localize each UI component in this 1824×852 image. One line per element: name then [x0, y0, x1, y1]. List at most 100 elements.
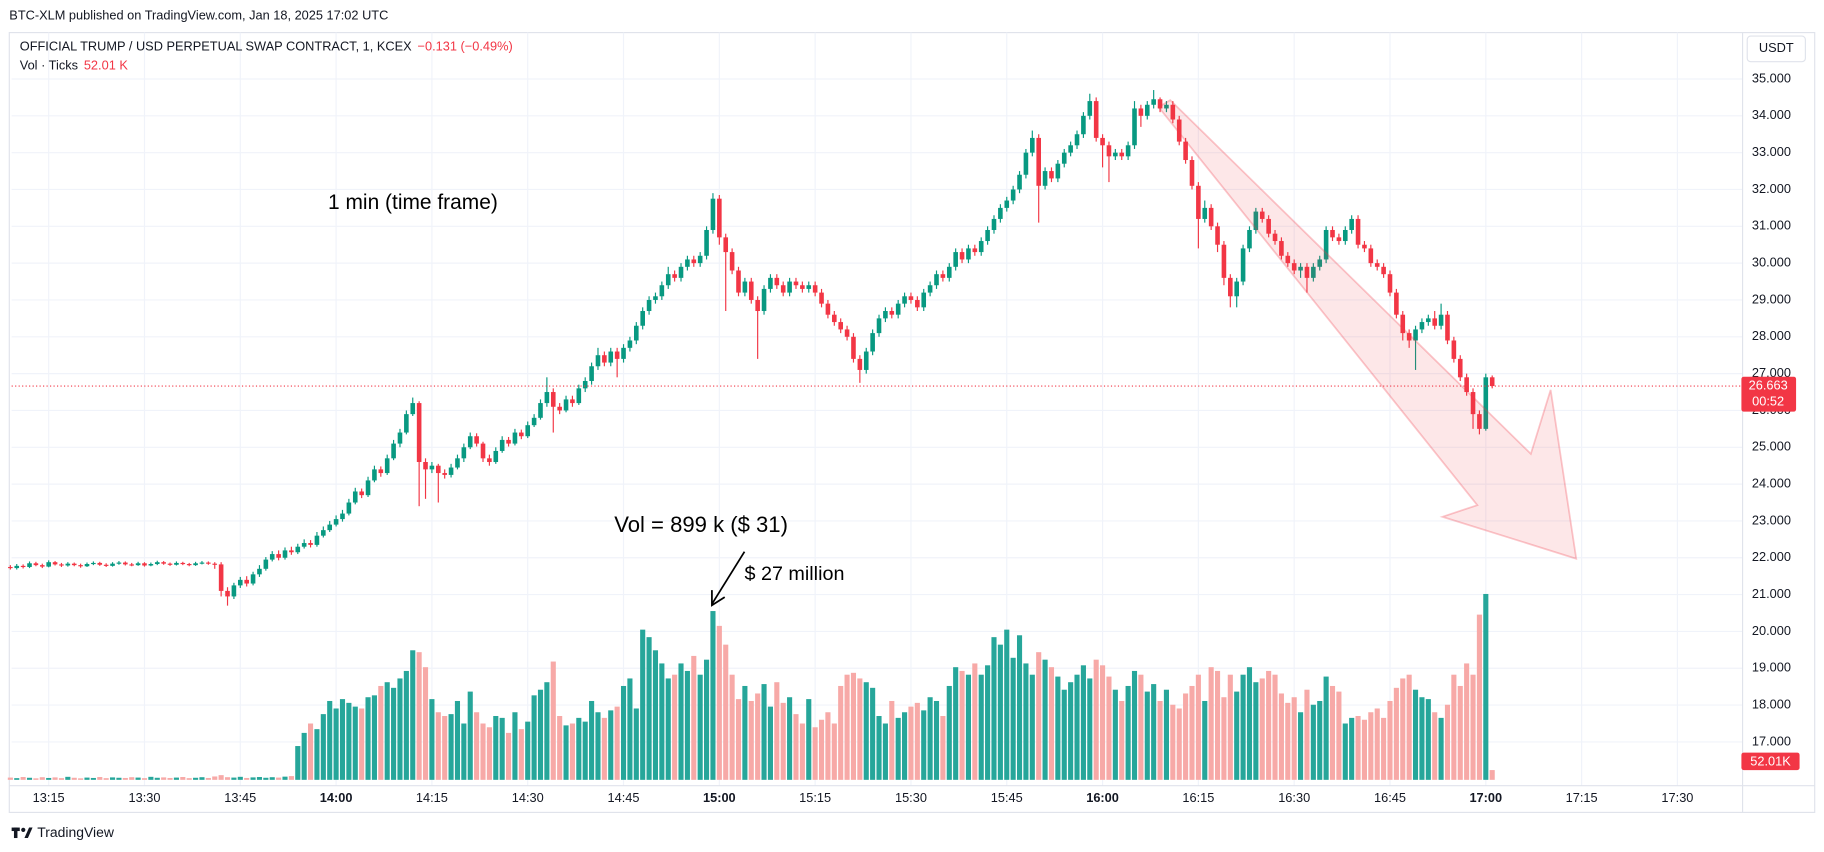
candle-body [1215, 226, 1220, 245]
volume-bar [250, 777, 256, 780]
axes: 17.000 18.000 19.000 20.000 21.000 22.000 23.0… [33, 70, 1800, 805]
candle-body [218, 564, 224, 591]
candle-body [1259, 211, 1265, 219]
volume-bar [665, 678, 671, 780]
y-tick-label: 32.000 [1752, 181, 1791, 196]
candle-body [640, 311, 645, 326]
volume-bar [531, 695, 537, 780]
volume-bar [876, 716, 882, 780]
volume-bar [39, 777, 45, 780]
candle-body [544, 392, 550, 404]
volume-bar [633, 708, 639, 780]
x-tick-label: 17:15 [1566, 790, 1598, 805]
volume-bar [46, 777, 52, 780]
candle-body [276, 554, 281, 558]
volume-bar [863, 682, 869, 780]
volume-bar [1074, 674, 1080, 780]
x-tick-label: 13:30 [128, 790, 160, 805]
volume-bar [212, 776, 218, 780]
y-tick-label: 28.000 [1752, 328, 1791, 343]
candle-body [1157, 99, 1163, 109]
volume-bar [97, 777, 103, 780]
candle-body [1451, 340, 1457, 359]
candle-body [423, 462, 428, 470]
volume-bar [589, 700, 595, 780]
y-tick-label: 18.000 [1752, 696, 1791, 711]
volume-bar [371, 695, 377, 780]
candle-body [889, 311, 895, 315]
last-volume-label: 52.01K [1750, 753, 1791, 768]
volume-bar [518, 729, 524, 780]
candle-body [927, 285, 933, 293]
annotation: 1 min (time frame) [328, 191, 498, 214]
volume-bar [301, 732, 307, 780]
volume-bar [1470, 674, 1476, 780]
candle-body [123, 562, 128, 565]
candle-body [8, 566, 13, 569]
change: −0.131 (−0.49%) [418, 39, 513, 54]
volume-bar [141, 778, 148, 780]
published-line: BTC-XLM published on TradingView.com, Ja… [9, 8, 388, 23]
candle-body [455, 458, 460, 468]
candle-body [225, 590, 230, 597]
volume-legend: Vol · Ticks 52.01 K [20, 58, 129, 73]
candle-body [250, 574, 256, 584]
volume-bar [161, 777, 167, 780]
volume-bar [1285, 702, 1291, 780]
volume-bar [978, 674, 984, 780]
candle-body [768, 277, 773, 289]
candle-body [921, 292, 927, 308]
candle-body [582, 380, 588, 389]
candle-body [1164, 104, 1169, 109]
annotation: Vol = 899 k ($ 31) [614, 512, 788, 537]
volume-bar [563, 725, 569, 780]
candle-body [940, 274, 946, 278]
candle-body [391, 443, 396, 459]
candle-body [717, 198, 722, 238]
candle-body [154, 562, 160, 565]
volume-bar [1189, 685, 1195, 780]
currency-button[interactable] [1746, 35, 1806, 63]
candle-body [519, 432, 524, 437]
candle-body [736, 270, 741, 293]
volume-bar [1266, 670, 1272, 780]
volume-bar [857, 678, 863, 780]
candle-body [442, 473, 447, 475]
volume-bar [1234, 691, 1240, 780]
candle-body [755, 299, 760, 312]
volume-bar [640, 629, 646, 780]
volume-bar [620, 685, 627, 780]
volume-bar [1483, 593, 1489, 780]
currency[interactable]: USDT [1759, 40, 1794, 55]
x-tick-label: 17:30 [1661, 790, 1693, 805]
y-tick-label: 24.000 [1752, 475, 1791, 490]
volume-bar [403, 670, 409, 780]
candle-body [576, 388, 582, 404]
candle-body [148, 564, 154, 566]
volume-bar [723, 644, 729, 780]
volume-bar [991, 637, 997, 780]
x-tick-label: 14:30 [512, 790, 544, 805]
volume-bar [761, 684, 767, 780]
candle-body [1132, 108, 1137, 146]
candle-body [883, 311, 888, 319]
candle-body [1291, 263, 1297, 271]
volume-bar [256, 777, 263, 780]
candle-body [525, 425, 531, 437]
volume-bar [972, 663, 978, 780]
volume-bar [461, 723, 467, 780]
volume-bar [1125, 685, 1131, 780]
volume-bar [1048, 667, 1055, 780]
volume-bar [774, 682, 780, 780]
candle-body [1317, 259, 1323, 267]
candle-body [812, 285, 818, 293]
candle-body [1349, 218, 1354, 230]
candle-body [1368, 248, 1374, 264]
candle-body [78, 565, 83, 567]
volume-bar [1100, 665, 1106, 780]
candle-body [346, 502, 352, 514]
candle-body [27, 563, 32, 567]
logo-slash [24, 827, 33, 839]
candle-body [748, 281, 754, 300]
